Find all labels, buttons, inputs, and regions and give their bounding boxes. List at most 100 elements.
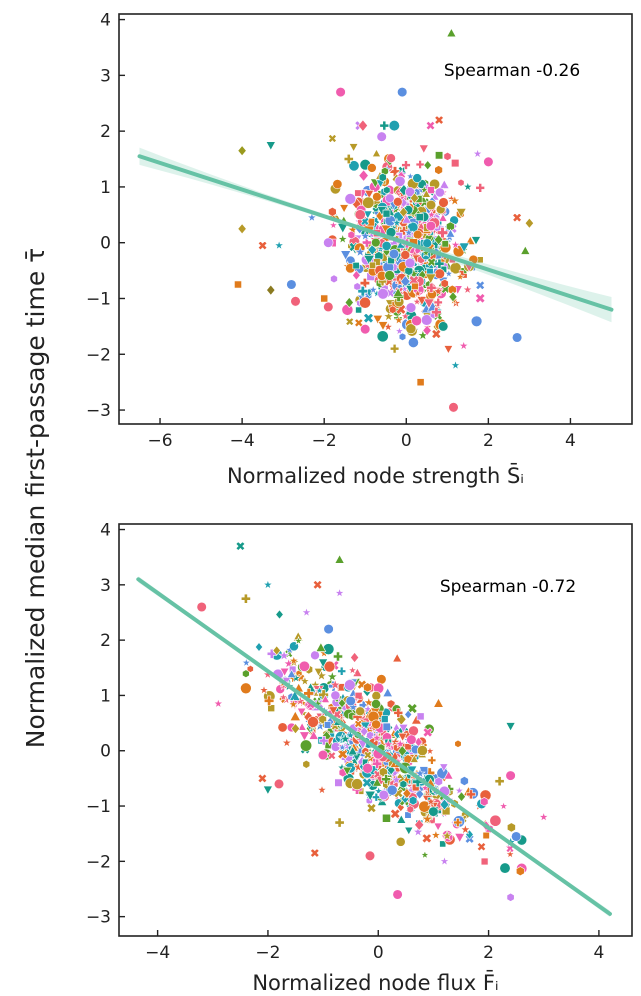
data-point (425, 220, 437, 232)
data-point (428, 806, 439, 817)
top-x-ticks: −6 −4 −2 0 2 4 (148, 418, 576, 451)
cloud-point (482, 831, 490, 840)
cloud-point (281, 737, 293, 748)
cloud-point (359, 230, 372, 242)
cloud-point (297, 722, 307, 731)
cloud-point (405, 171, 416, 181)
cloud-point (443, 151, 452, 161)
cloud-point (278, 691, 289, 702)
cloud-point (401, 160, 411, 170)
cloud-point (418, 800, 431, 813)
data-point (512, 212, 522, 223)
cloud-point (339, 204, 350, 214)
bottom-y-ticks: −3 −2 −1 0 1 2 3 4 (86, 521, 125, 928)
cloud-point (371, 691, 382, 701)
data-point (360, 324, 371, 335)
cloud-point (372, 192, 382, 202)
cloud-point (275, 609, 284, 620)
cloud-point (372, 315, 384, 325)
cloud-point (400, 250, 411, 260)
data-point (538, 811, 550, 822)
cloud-point (415, 213, 424, 222)
cloud-point (308, 730, 319, 740)
data-point (234, 280, 242, 289)
cloud-point (366, 730, 375, 740)
cloud-point (424, 273, 437, 285)
data-point (265, 141, 276, 151)
cloud-point (443, 345, 454, 355)
cloud-point (397, 745, 408, 757)
data-point (397, 86, 408, 98)
cloud-point (307, 716, 319, 728)
cloud-point (466, 789, 476, 800)
cloud-point (314, 685, 325, 695)
cloud-point (258, 684, 270, 695)
bottom-spearman-annotation: Spearman -0.72 (440, 577, 576, 597)
cloud-point (316, 784, 328, 795)
cloud-point (313, 668, 324, 677)
cloud-point (354, 189, 362, 197)
y-tick-label: −1 (86, 797, 111, 817)
cloud-point (439, 179, 450, 189)
cloud-point (242, 669, 250, 679)
cloud-point (327, 134, 337, 143)
cloud-point (298, 731, 311, 742)
cloud-point (393, 314, 405, 325)
x-tick-label: 0 (373, 943, 384, 963)
cloud-point (499, 862, 511, 874)
cloud-point (395, 836, 406, 847)
cloud-point (347, 665, 358, 675)
data-point (262, 579, 274, 590)
cloud-point (421, 189, 432, 198)
cloud-point (240, 682, 252, 695)
cloud-point (364, 189, 375, 200)
data-point (450, 359, 461, 371)
data-point (334, 587, 346, 598)
bottom-scatter-panel: −4 −2 0 2 4 −3 −2 −1 0 1 2 3 4 Normalized node flux… (86, 521, 633, 995)
cloud-point (389, 305, 397, 314)
data-point (470, 236, 482, 246)
cloud-point (298, 660, 310, 672)
cloud-point (459, 823, 472, 835)
cloud-point (443, 268, 454, 278)
cloud-point (408, 725, 419, 737)
cloud-point (344, 193, 357, 205)
cloud-point (279, 667, 290, 677)
cloud-point (362, 196, 375, 209)
x-tick-label: 2 (483, 943, 494, 963)
data-point (323, 237, 334, 248)
cloud-point (367, 244, 378, 256)
cloud-point (319, 736, 329, 746)
cloud-point (342, 766, 353, 776)
cloud-point (416, 745, 428, 757)
cloud-point (440, 278, 449, 289)
top-scatter-panel: −6 −4 −2 0 2 4 −3 −2 −1 0 1 2 3 4 Normalized node st… (86, 11, 633, 488)
data-point (506, 892, 515, 902)
cloud-point (480, 857, 489, 866)
cloud-point (289, 710, 302, 721)
cloud-point (439, 840, 447, 848)
cloud-point (394, 175, 406, 187)
cloud-point (428, 801, 439, 812)
y-tick-label: −3 (86, 401, 111, 421)
y-tick-label: −1 (86, 289, 111, 309)
cloud-point (421, 833, 432, 844)
cloud-point (470, 315, 483, 328)
cloud-point (415, 160, 425, 169)
cloud-point (381, 715, 389, 723)
data-point (520, 245, 531, 255)
data-point (237, 223, 247, 235)
bottom-x-ticks: −4 −2 0 2 4 (145, 930, 604, 963)
cloud-point (454, 739, 462, 748)
cloud-point (326, 670, 339, 683)
cloud-point (334, 778, 343, 787)
data-point (448, 402, 459, 413)
data-point (323, 301, 334, 313)
data-point (416, 378, 425, 387)
cloud-point (441, 240, 449, 248)
cloud-point (323, 660, 336, 673)
x-tick-label: 4 (565, 431, 576, 451)
cloud-point (392, 653, 403, 663)
cloud-point (372, 792, 381, 802)
data-point (364, 850, 376, 861)
